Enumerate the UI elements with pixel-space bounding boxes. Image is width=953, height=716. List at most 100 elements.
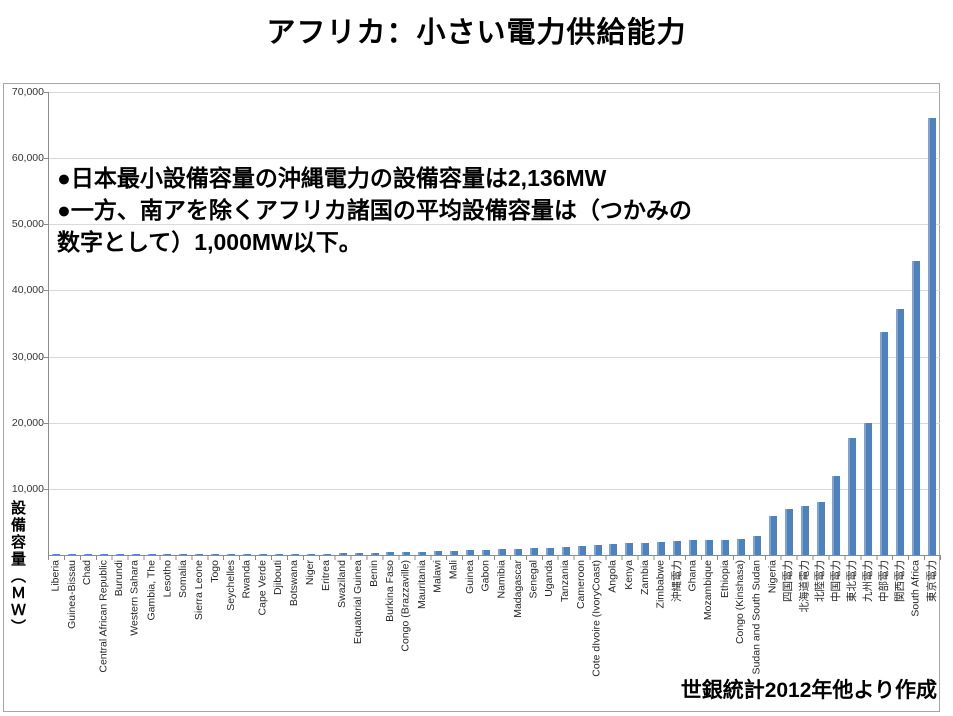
x-axis-label-text: Nigeria (766, 560, 779, 594)
y-axis-title: 設備容量（ＭＷ） (9, 500, 26, 636)
bar (673, 540, 682, 555)
x-axis-label-text: Guinea (463, 560, 476, 594)
bar (657, 541, 666, 555)
x-axis-label-text: 東京電力 (925, 560, 938, 602)
x-axis-label-text: Seychelles (224, 560, 237, 611)
x-axis-label-text: Mauritania (415, 560, 428, 610)
x-axis-label-text: Eritrea (320, 560, 333, 591)
y-axis-tick (44, 356, 48, 358)
bar (720, 539, 729, 555)
chart-frame (3, 83, 940, 712)
x-axis-label-text: Namibia (495, 560, 508, 599)
bar (179, 553, 188, 555)
x-axis-label-text: 北陸電力 (814, 560, 827, 602)
bar (736, 538, 745, 555)
bar (561, 546, 570, 555)
x-axis-label-text: Cote dIvoire (IvoryCoast) (591, 560, 604, 677)
x-axis-label-text: Lesotho (160, 560, 173, 598)
x-axis-label-text: 中部電力 (877, 560, 890, 602)
bar (147, 553, 156, 555)
bar (577, 545, 586, 555)
x-axis-label-text: Uganda (543, 560, 556, 597)
gridline (48, 92, 940, 93)
bar (482, 549, 491, 555)
x-axis-label-text: Mozambique (702, 560, 715, 621)
x-axis-label-text: Ethiopia (718, 560, 731, 598)
x-axis-label-text: Mali (447, 560, 460, 580)
bar (211, 553, 220, 555)
bar (290, 553, 299, 555)
x-axis-label-text: 沖縄電力 (670, 560, 683, 602)
bar (274, 553, 283, 555)
x-axis-label-text: Togo (208, 560, 221, 583)
gridline (48, 488, 940, 490)
bar (625, 543, 634, 555)
bar (131, 553, 140, 555)
bar (306, 553, 315, 555)
bar (370, 552, 379, 555)
x-axis-label-text: Burundi (113, 560, 126, 597)
x-axis-label-text: Sudan and South Sudan (750, 560, 763, 675)
bar (800, 506, 809, 555)
x-axis-label-text: Burkina Faso (383, 560, 396, 622)
bar (51, 553, 60, 555)
x-axis-line (48, 555, 941, 556)
bar (513, 549, 522, 555)
bar (338, 553, 347, 555)
gridline (48, 356, 940, 358)
source-note: 世銀統計2012年他より作成 (680, 679, 937, 702)
bar (593, 544, 602, 555)
x-axis-label-text: Senegal (527, 560, 540, 599)
bar (450, 551, 459, 555)
bar (896, 308, 905, 555)
x-axis-label-text: Rwanda (240, 560, 253, 599)
bar (402, 552, 411, 555)
x-axis-label-text: Equatorial Guinea (352, 560, 365, 645)
x-axis-label-text: Djibouti (272, 560, 285, 596)
x-axis-label-text: Madagascar (511, 560, 524, 618)
x-axis-label-text: Gabon (479, 560, 492, 592)
x-axis-label-text: Cape Verde (256, 560, 269, 616)
x-axis-label-text: Zambia (638, 560, 651, 596)
y-axis-tick-label: 30,000 (11, 350, 44, 363)
x-axis-ticks (48, 556, 941, 560)
bar (864, 422, 873, 555)
bar (880, 332, 889, 555)
x-axis-label-text: South Africa (909, 560, 922, 617)
y-axis-tick-label: 40,000 (11, 284, 44, 297)
gridline (48, 422, 940, 424)
x-axis-label-text: Benin (368, 560, 381, 587)
x-axis-label-text: Liberia (49, 560, 62, 592)
x-axis-label-text: Ghana (686, 560, 699, 592)
x-axis-label-text: Kenya (622, 560, 635, 590)
y-axis-tick (44, 158, 48, 160)
x-axis-label-text: Swaziland (336, 560, 349, 608)
bar (848, 437, 857, 555)
bar (322, 553, 331, 555)
x-axis-label-text: Angola (606, 560, 619, 593)
bar (784, 509, 793, 555)
x-axis-label-text: Congo (Kinshasa) (734, 560, 747, 645)
bar (83, 553, 92, 555)
x-axis-label-text: 関西電力 (893, 560, 906, 602)
x-axis-label-text: 四国電力 (782, 560, 795, 602)
x-axis-label-text: Central African Republic (97, 560, 110, 673)
x-axis-label-text: 中国電力 (829, 560, 842, 602)
bar (115, 553, 124, 555)
bar (832, 476, 841, 555)
annotation-text: ●日本最小設備容量の沖縄電力の設備容量は2,136MW ●一方、南アを除くアフリ… (57, 162, 692, 258)
bar (912, 261, 921, 555)
bar (195, 553, 204, 555)
bar (418, 551, 427, 555)
bar (243, 553, 252, 555)
chart-title: アフリカ：小さい電力供給能力 (266, 17, 687, 49)
bar (609, 543, 618, 555)
bar (497, 549, 506, 555)
y-axis-tick (44, 290, 48, 292)
gridline (48, 158, 940, 160)
y-axis-tick (44, 488, 48, 490)
annotation-line-2: ●一方、南アを除くアフリカ諸国の平均設備容量は（つかみの (57, 197, 692, 223)
x-axis-label-text: Gambia, The (145, 560, 158, 621)
bar (529, 548, 538, 555)
bar (227, 553, 236, 555)
